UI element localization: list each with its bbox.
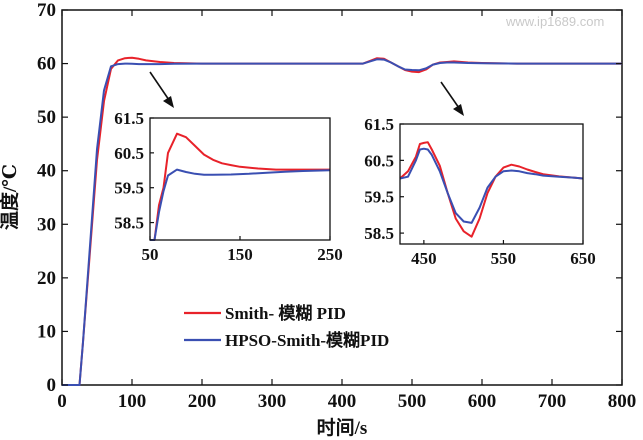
main-x-tick-label: 500 xyxy=(398,391,427,412)
inset-2-y-tick-label: 60.5 xyxy=(364,151,394,170)
legend: Smith- 模糊 PID HPSO-Smith-模糊PID xyxy=(184,303,389,350)
legend-label-smith: Smith- 模糊 PID xyxy=(225,303,346,323)
inset-2-y-tick-label: 59.5 xyxy=(364,188,394,207)
watermark: www.ip1689.com xyxy=(505,14,604,29)
x-axis-label: 时间/s xyxy=(317,417,368,439)
main-series-line-hpso-smith-fuzzy-pid xyxy=(62,58,622,386)
main-x-tick-label: 300 xyxy=(258,391,287,412)
inset-2-x-tick-label: 650 xyxy=(570,249,596,268)
inset-2-series-line-smith-fuzzy-pid xyxy=(399,141,584,238)
main-x-tick-label: 600 xyxy=(468,391,497,412)
inset-2-y-tick-label: 58.5 xyxy=(364,224,394,243)
main-y-tick-label: 40 xyxy=(37,161,56,182)
inset-1-x-tick-label: 50 xyxy=(142,245,159,264)
inset-1: 50 150 250 61.5 60.5 59.5 58.5 xyxy=(114,109,343,264)
inset-2-x-tick-label: 450 xyxy=(411,249,437,268)
main-y-tick-label: 60 xyxy=(37,54,56,75)
main-y-tick-label: 10 xyxy=(37,321,56,342)
inset-1-series-line-hpso-smith-fuzzy-pid xyxy=(150,168,331,241)
main-x-tick-label: 800 xyxy=(608,391,637,412)
inset-2: 450 550 650 61.5 60.5 59.5 58.5 xyxy=(364,115,596,268)
main-y-tick-label: 0 xyxy=(47,375,57,396)
main-y-tick-label: 70 xyxy=(37,0,56,21)
inset-1-y-tick-label: 60.5 xyxy=(114,144,144,163)
callout-arrow-1 xyxy=(149,71,174,108)
inset-2-frame xyxy=(399,123,584,245)
main-x-tick-label: 400 xyxy=(328,391,357,412)
inset-1-x-tick-label: 250 xyxy=(317,245,343,264)
y-axis-label: 温度/℃ xyxy=(0,164,21,230)
inset-2-x-tick-label: 550 xyxy=(491,249,517,268)
inset-1-y-tick-label: 61.5 xyxy=(114,109,144,128)
main-x-tick-label: 100 xyxy=(118,391,147,412)
main-x-tick-label: 200 xyxy=(188,391,217,412)
inset-1-y-tick-label: 59.5 xyxy=(114,179,144,198)
main-x-tick-label: 700 xyxy=(538,391,567,412)
inset-2-series-line-hpso-smith-fuzzy-pid xyxy=(399,147,584,224)
inset-1-bg xyxy=(150,118,330,240)
inset-1-x-tick-label: 150 xyxy=(227,245,253,264)
callout-arrow-2 xyxy=(440,81,464,116)
main-y-tick-label: 50 xyxy=(37,107,56,128)
inset-1-y-tick-label: 58.5 xyxy=(114,214,144,233)
main-x-tick-label: 0 xyxy=(57,391,67,412)
legend-label-hpso: HPSO-Smith-模糊PID xyxy=(225,330,389,350)
main-y-tick-label: 30 xyxy=(37,214,56,235)
inset-2-y-tick-label: 61.5 xyxy=(364,115,394,134)
main-y-tick-label: 20 xyxy=(37,268,56,289)
